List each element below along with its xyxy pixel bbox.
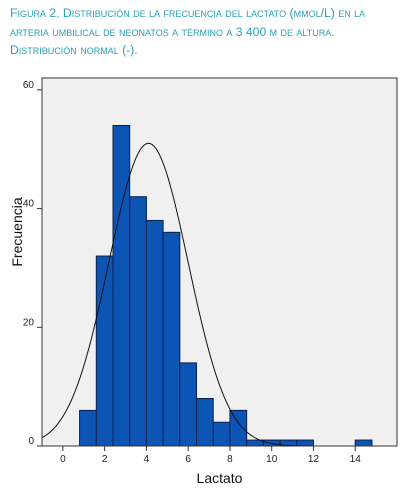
x-axis-label: Lactato <box>197 470 243 486</box>
histogram-bar <box>229 409 248 447</box>
y-tick-label: 40 <box>23 199 35 210</box>
x-tick-label: 2 <box>102 454 108 465</box>
histogram-bar <box>112 124 131 447</box>
histogram-bar <box>179 362 198 447</box>
histogram-bar <box>129 196 147 447</box>
histogram-bar <box>95 255 114 447</box>
histogram-chart: 0 20 40 60 0 2 4 6 8 10 12 14 Lactato Frecuencia <box>0 70 402 488</box>
x-tick-label: 0 <box>60 454 66 465</box>
y-tick-label: 60 <box>23 80 35 91</box>
x-tick-label: 6 <box>185 454 191 465</box>
x-tick-label: 12 <box>308 454 320 465</box>
plot-area <box>41 77 398 447</box>
chart-svg: 0 20 40 60 0 2 4 6 8 10 12 14 Lactato Frecuencia <box>9 77 398 486</box>
y-tick-label: 0 <box>28 436 34 447</box>
x-tick-label: 4 <box>144 454 150 465</box>
histogram-bar <box>145 219 164 447</box>
caption-text: Distribución de la frecuencia del lactat… <box>10 6 366 57</box>
histogram-bar <box>162 231 181 447</box>
caption-lead: Figura 2. <box>10 6 60 20</box>
x-tick-label: 8 <box>227 454 233 465</box>
x-tick-label: 14 <box>350 454 362 465</box>
histogram-bar <box>262 439 281 447</box>
histogram-bar <box>212 421 231 447</box>
y-tick-label: 20 <box>23 317 35 328</box>
histogram-bar <box>196 398 214 447</box>
histogram-bar <box>354 439 373 447</box>
x-tick-label: 10 <box>266 454 278 465</box>
histogram-bar <box>79 409 97 447</box>
figure-caption: Figura 2. Distribución de la frecuencia … <box>10 4 398 60</box>
y-axis-label: Frecuencia <box>9 197 25 266</box>
histogram-bar <box>296 439 314 447</box>
